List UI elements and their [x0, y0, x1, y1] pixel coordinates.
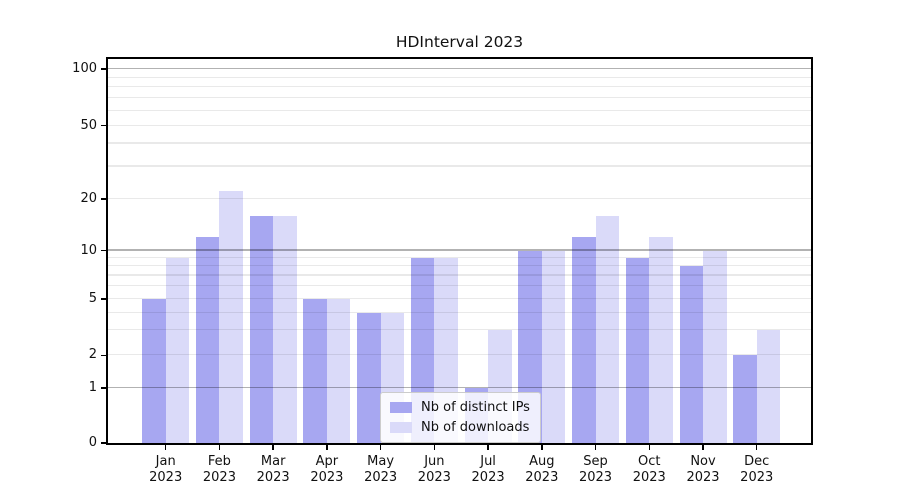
- bar-distinct-ips-oct: [625, 258, 650, 443]
- bar-distinct-ips-nov: [679, 266, 703, 443]
- y-tick-label-50: 50: [80, 117, 97, 133]
- x-tick-mark: [326, 445, 328, 450]
- x-tick-label-apr: Apr 2023: [310, 454, 344, 485]
- bar-downloads-aug: [541, 250, 566, 443]
- x-tick-mark: [594, 445, 597, 450]
- x-tick-mark: [165, 445, 167, 450]
- x-tick-label-sep: Sep 2023: [578, 454, 613, 485]
- x-tick-label-oct: Oct 2023: [632, 454, 666, 485]
- legend: Nb of distinct IPs Nb of downloads: [380, 392, 541, 443]
- x-tick-label-may: May 2023: [364, 454, 398, 485]
- x-tick-label-feb: Feb 2023: [202, 454, 236, 485]
- x-tick-mark: [272, 445, 274, 450]
- bar-distinct-ips-may: [357, 312, 381, 443]
- bar-distinct-ips-dec: [733, 355, 757, 443]
- bar-downloads-nov: [703, 250, 727, 443]
- bar-downloads-apr: [326, 299, 351, 443]
- bar-downloads-sep: [595, 215, 620, 443]
- bar-downloads-jan: [165, 258, 190, 443]
- legend-item-downloads: Nb of downloads: [390, 420, 530, 435]
- bar-downloads-dec: [756, 330, 781, 443]
- bars-layer: [108, 59, 811, 443]
- plot-area: Nb of distinct IPs Nb of downloads: [106, 57, 813, 445]
- y-tick-label-10: 10: [80, 242, 97, 258]
- y-tick-mark: [101, 250, 106, 252]
- x-tick-label-jul: Jul 2023: [471, 454, 505, 485]
- y-tick-mark: [101, 354, 106, 357]
- y-tick-label-0: 0: [88, 435, 97, 450]
- y-tick-label-100: 100: [72, 60, 97, 76]
- bar-downloads-feb: [219, 191, 243, 443]
- y-tick-mark: [101, 298, 106, 300]
- bar-distinct-ips-mar: [249, 215, 274, 443]
- x-tick-mark: [541, 445, 543, 450]
- legend-label-distinct-ips: Nb of distinct IPs: [421, 400, 530, 415]
- legend-swatch-downloads: [390, 422, 412, 433]
- bar-downloads-oct: [649, 237, 673, 443]
- y-tick-mark: [101, 442, 106, 444]
- x-tick-mark: [487, 445, 489, 450]
- x-tick-mark: [433, 445, 436, 450]
- bar-distinct-ips-apr: [303, 299, 327, 443]
- bar-distinct-ips-sep: [572, 237, 596, 443]
- bar-distinct-ips-jan: [142, 299, 166, 443]
- chart-title: HDInterval 2023: [395, 33, 524, 51]
- y-tick-label-20: 20: [80, 190, 97, 206]
- x-tick-mark: [648, 445, 650, 450]
- legend-swatch-distinct-ips: [390, 402, 412, 413]
- x-tick-label-dec: Dec 2023: [740, 454, 774, 485]
- x-tick-label-jun: Jun 2023: [417, 454, 451, 485]
- y-tick-mark: [101, 68, 106, 70]
- y-tick-mark: [101, 125, 106, 127]
- bar-downloads-mar: [273, 215, 297, 443]
- x-tick-mark: [702, 445, 704, 450]
- legend-item-distinct-ips: Nb of distinct IPs: [390, 400, 530, 415]
- x-tick-label-jan: Jan 2023: [149, 454, 183, 485]
- y-tick-mark: [101, 387, 106, 389]
- legend-label-downloads: Nb of downloads: [421, 420, 530, 435]
- bar-distinct-ips-feb: [195, 237, 220, 443]
- y-tick-mark: [101, 198, 106, 200]
- x-tick-mark: [379, 445, 382, 450]
- x-tick-label-nov: Nov 2023: [686, 454, 720, 485]
- x-tick-mark: [218, 445, 221, 450]
- y-tick-label-1: 1: [88, 379, 97, 395]
- x-tick-label-mar: Mar 2023: [256, 454, 290, 485]
- x-tick-mark: [756, 445, 758, 450]
- y-tick-label-5: 5: [88, 291, 97, 306]
- x-tick-label-aug: Aug 2023: [525, 454, 559, 485]
- y-tick-label-2: 2: [88, 347, 97, 363]
